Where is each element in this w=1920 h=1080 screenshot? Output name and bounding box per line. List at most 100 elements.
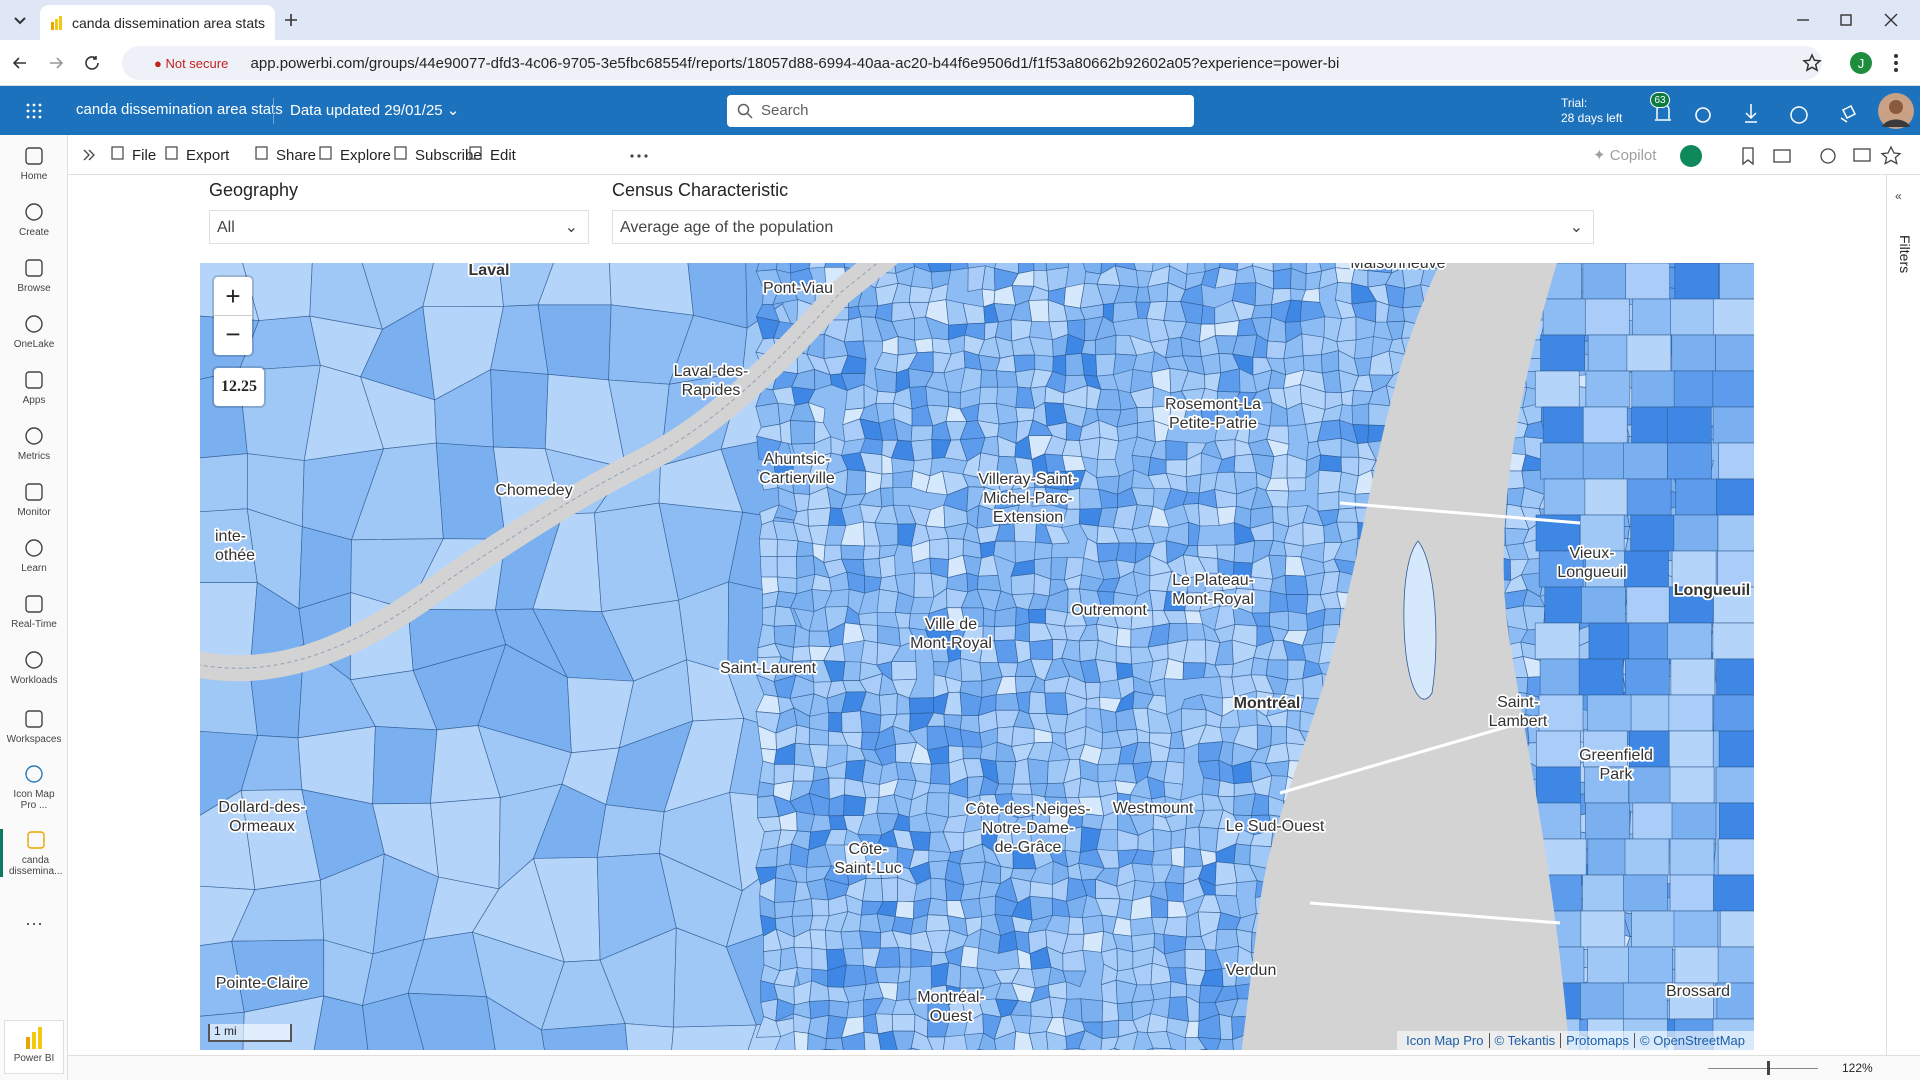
attribution-link[interactable]: Icon Map Pro	[1406, 1033, 1484, 1048]
toolbar-right-icons[interactable]	[1678, 143, 1908, 169]
profile-avatar[interactable]: J	[1850, 52, 1872, 74]
area	[1170, 828, 1187, 849]
nav-item[interactable]: canda dissemina...	[0, 829, 68, 877]
area	[1067, 916, 1085, 935]
label-line: Vieux-	[1569, 545, 1614, 562]
slicer-dropdown[interactable]: All ⌄	[209, 210, 589, 244]
bookmark-star[interactable]	[1802, 53, 1822, 73]
icon-shape	[25, 710, 43, 728]
nav-item[interactable]: Workspaces	[0, 708, 68, 745]
area	[1216, 505, 1237, 526]
window-controls[interactable]	[1795, 12, 1905, 28]
nav-icon	[25, 315, 43, 333]
toolbar-button[interactable]: Explore	[318, 146, 391, 164]
copilot-text: Copilot	[1609, 147, 1657, 164]
nav-footer[interactable]: Power BI	[4, 1020, 64, 1074]
nav-item[interactable]: Home	[0, 145, 68, 182]
url: app.powerbi.com/groups/44e90077-dfd3-4c0…	[250, 55, 1340, 72]
label-line: Longueuil	[1557, 564, 1626, 581]
river-edge	[200, 263, 879, 669]
toolbar-button[interactable]: Edit	[468, 146, 516, 164]
map-visual[interactable]: Laval Pont-Viau Maisonneuve Laval-des- Rapid…	[200, 263, 1754, 1050]
area	[1010, 783, 1033, 795]
area	[891, 1013, 916, 1032]
area	[862, 545, 881, 560]
area	[1170, 846, 1185, 868]
nav-item[interactable]: Workloads	[0, 649, 68, 686]
data-updated-text: Data updated 29/01/25	[290, 102, 443, 119]
browser-menu[interactable]	[1893, 53, 1899, 73]
zoom-slider[interactable]	[1708, 1068, 1818, 1069]
copilot-button[interactable]: ✦ Copilot	[1593, 147, 1657, 164]
nav-item[interactable]: Monitor	[0, 481, 68, 518]
status-bar: 122%	[68, 1055, 1920, 1080]
label-line: Michel-Parc-	[983, 490, 1073, 507]
area	[1062, 949, 1087, 972]
filters-pane[interactable]: « Filters	[1886, 175, 1920, 1055]
area	[372, 726, 438, 805]
security-indicator[interactable]: ● Not secure	[154, 56, 229, 71]
zoom-in[interactable]: +	[214, 277, 252, 316]
zoom-out[interactable]: −	[225, 319, 241, 349]
new-tab[interactable]	[283, 12, 299, 28]
tab-menu[interactable]	[12, 12, 28, 28]
nav-item[interactable]: Create	[0, 201, 68, 238]
nav-more[interactable]: ···	[25, 913, 43, 933]
area	[962, 746, 983, 760]
area	[1033, 541, 1053, 561]
app-launcher[interactable]	[26, 103, 42, 119]
area	[1082, 930, 1105, 953]
nav-item[interactable]: Apps	[0, 369, 68, 406]
trial-status[interactable]: Trial: 28 days left	[1561, 96, 1622, 126]
report-title[interactable]: canda dissemination area stats	[76, 101, 283, 118]
nav-item[interactable]: Browse	[0, 257, 68, 294]
header-icons[interactable]	[1645, 90, 1875, 130]
nav-item[interactable]: Real-Time	[0, 593, 68, 630]
label-line: Villeray-Saint-	[978, 471, 1077, 488]
area	[1097, 746, 1122, 766]
search-box[interactable]: Search	[727, 95, 1194, 127]
area	[908, 697, 934, 715]
expand-icon[interactable]	[82, 148, 96, 162]
nav-item[interactable]: Icon Map Pro ...	[0, 763, 68, 811]
area	[1320, 350, 1340, 374]
nav-item[interactable]: OneLake	[0, 313, 68, 350]
area	[1081, 914, 1104, 935]
area	[1065, 352, 1085, 377]
area	[1028, 691, 1047, 714]
slicer-dropdown[interactable]: Average age of the population ⌄	[612, 210, 1594, 244]
nav-buttons[interactable]	[12, 54, 102, 72]
browser-tab[interactable]: canda dissemination area stats	[40, 5, 275, 40]
collapse-filters[interactable]: «	[1895, 189, 1902, 203]
user-avatar[interactable]	[1878, 93, 1914, 129]
zoom-thumb[interactable]	[1767, 1061, 1770, 1075]
url-field[interactable]: ● Not secure app.powerbi.com/groups/44e9…	[122, 46, 1822, 80]
more-options[interactable]	[629, 153, 649, 159]
toolbar-button[interactable]: File	[110, 146, 156, 164]
nav-item[interactable]: Learn	[0, 537, 68, 574]
dot	[26, 115, 30, 119]
label-line: othée	[215, 547, 255, 564]
map-canvas[interactable]: Laval Pont-Viau Maisonneuve Laval-des- Rapid…	[200, 263, 1754, 1050]
icon-shape	[25, 371, 43, 389]
toolbar-button[interactable]: Export	[164, 146, 229, 164]
area	[1542, 406, 1588, 444]
area	[927, 897, 948, 916]
area	[874, 966, 901, 984]
label-line: inte-	[215, 528, 246, 545]
data-updated[interactable]: Data updated 29/01/25 ⌄	[290, 102, 460, 119]
toolbar-button[interactable]: Share	[254, 146, 316, 164]
area	[1586, 694, 1632, 732]
nav-item[interactable]: Metrics	[0, 425, 68, 462]
area	[1010, 573, 1035, 596]
label-line: Saint-Laurent	[720, 660, 817, 677]
area	[540, 1023, 628, 1050]
attribution-link[interactable]: © Tekantis	[1488, 1033, 1561, 1048]
attribution-link[interactable]: © OpenStreetMap	[1634, 1033, 1750, 1048]
icon-shape	[25, 427, 43, 445]
area	[993, 1031, 1017, 1050]
area	[1115, 645, 1133, 665]
toolbar-button[interactable]: Subscribe	[393, 146, 482, 164]
dot	[38, 109, 42, 113]
attribution-link[interactable]: Protomaps	[1560, 1033, 1634, 1048]
